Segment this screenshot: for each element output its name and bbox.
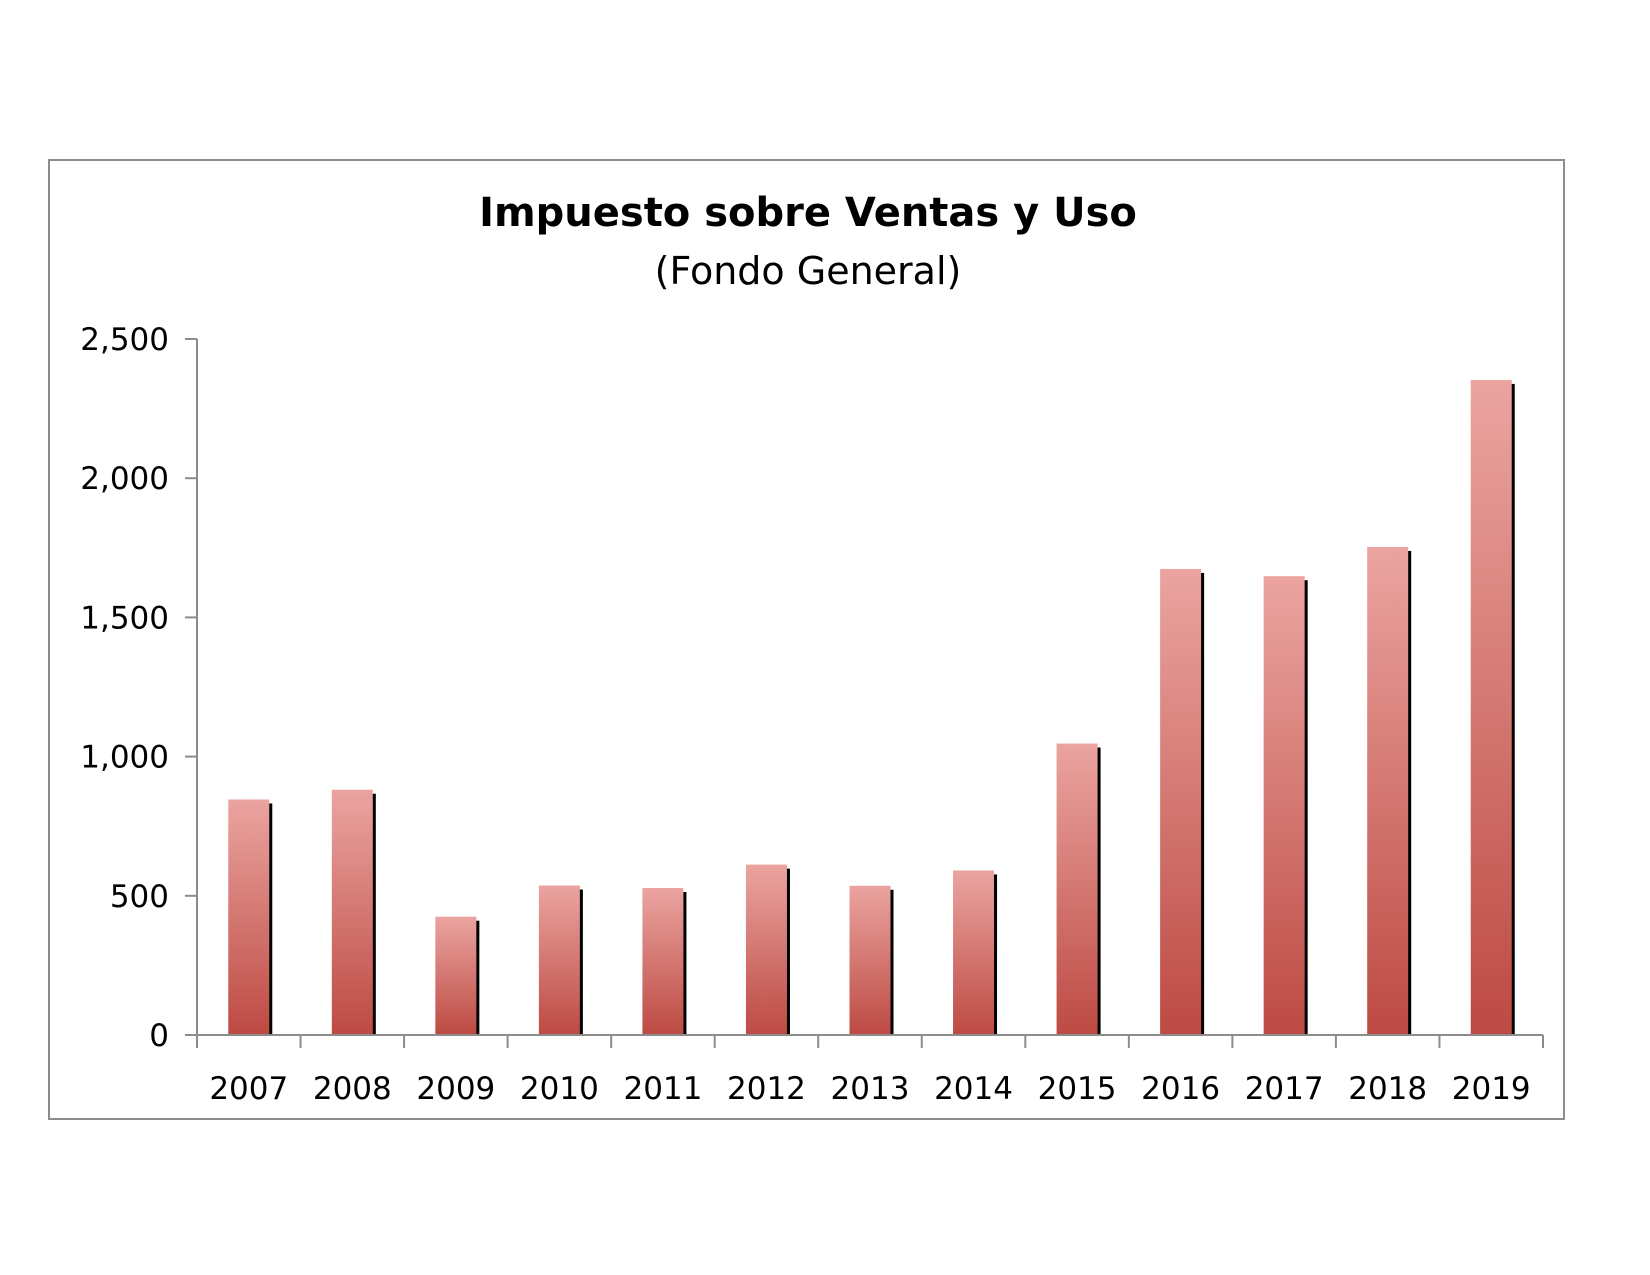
bar-2014 xyxy=(953,870,995,1035)
chart-svg: Impuesto sobre Ventas y Uso (Fondo Gener… xyxy=(80,190,1544,1107)
bar-shadow xyxy=(1303,580,1308,1035)
bar-2018 xyxy=(1367,546,1409,1035)
bar-2007 xyxy=(228,799,270,1035)
x-tick-label: 2016 xyxy=(1141,1071,1220,1107)
y-tick-label: 1,000 xyxy=(80,740,169,776)
x-tick-label: 2018 xyxy=(1348,1071,1427,1107)
bar-shadow xyxy=(268,803,273,1035)
bar-shadow xyxy=(1407,550,1412,1035)
bar-shadow xyxy=(1200,572,1205,1035)
bar-2013 xyxy=(849,885,891,1035)
y-tick-label: 2,000 xyxy=(80,461,169,497)
bar-2010 xyxy=(538,885,580,1035)
x-tick-label: 2007 xyxy=(209,1071,288,1107)
bar-shadow xyxy=(993,874,998,1035)
x-axis: 2007 2008 2009 2010 2011 2012 2013 2014 2015 2016… xyxy=(196,1034,1544,1107)
bar-2017 xyxy=(1263,576,1305,1035)
x-tick-label: 2009 xyxy=(416,1071,495,1107)
y-tick-label: 0 xyxy=(149,1018,169,1054)
x-tick-label: 2013 xyxy=(831,1071,910,1107)
y-axis: 0 500 1,000 1,500 2,000 2,500 xyxy=(80,322,198,1054)
bar-shadow xyxy=(889,889,894,1035)
y-tick-label: 2,500 xyxy=(80,322,169,358)
bars xyxy=(228,379,1515,1035)
bar-shadow xyxy=(475,920,480,1035)
x-tick-label: 2010 xyxy=(520,1071,599,1107)
x-tick-label: 2011 xyxy=(623,1071,702,1107)
x-tick-label: 2015 xyxy=(1038,1071,1117,1107)
bar-shadow xyxy=(682,892,687,1035)
bar-2009 xyxy=(435,916,477,1035)
bar-2012 xyxy=(745,864,787,1035)
x-tick-label: 2008 xyxy=(313,1071,392,1107)
y-tick-label: 500 xyxy=(110,879,169,915)
bar-2015 xyxy=(1056,743,1098,1035)
x-tick-label: 2019 xyxy=(1452,1071,1531,1107)
chart-subtitle: (Fondo General) xyxy=(655,249,962,293)
bar-2008 xyxy=(331,789,373,1035)
chart-title: Impuesto sobre Ventas y Uso xyxy=(479,190,1137,236)
x-tick-label: 2012 xyxy=(727,1071,806,1107)
bar-2011 xyxy=(642,888,684,1035)
bar-shadow xyxy=(785,868,790,1035)
x-tick-label: 2017 xyxy=(1245,1071,1324,1107)
bar-shadow xyxy=(1096,747,1101,1035)
bar-shadow xyxy=(371,793,376,1035)
bar-shadow xyxy=(578,889,583,1035)
bar-2016 xyxy=(1160,568,1202,1035)
y-tick-label: 1,500 xyxy=(80,600,169,636)
chart-frame: Impuesto sobre Ventas y Uso (Fondo Gener… xyxy=(48,159,1565,1120)
bar-shadow xyxy=(1510,383,1515,1035)
x-tick-label: 2014 xyxy=(934,1071,1013,1107)
bar-2019 xyxy=(1470,379,1512,1035)
